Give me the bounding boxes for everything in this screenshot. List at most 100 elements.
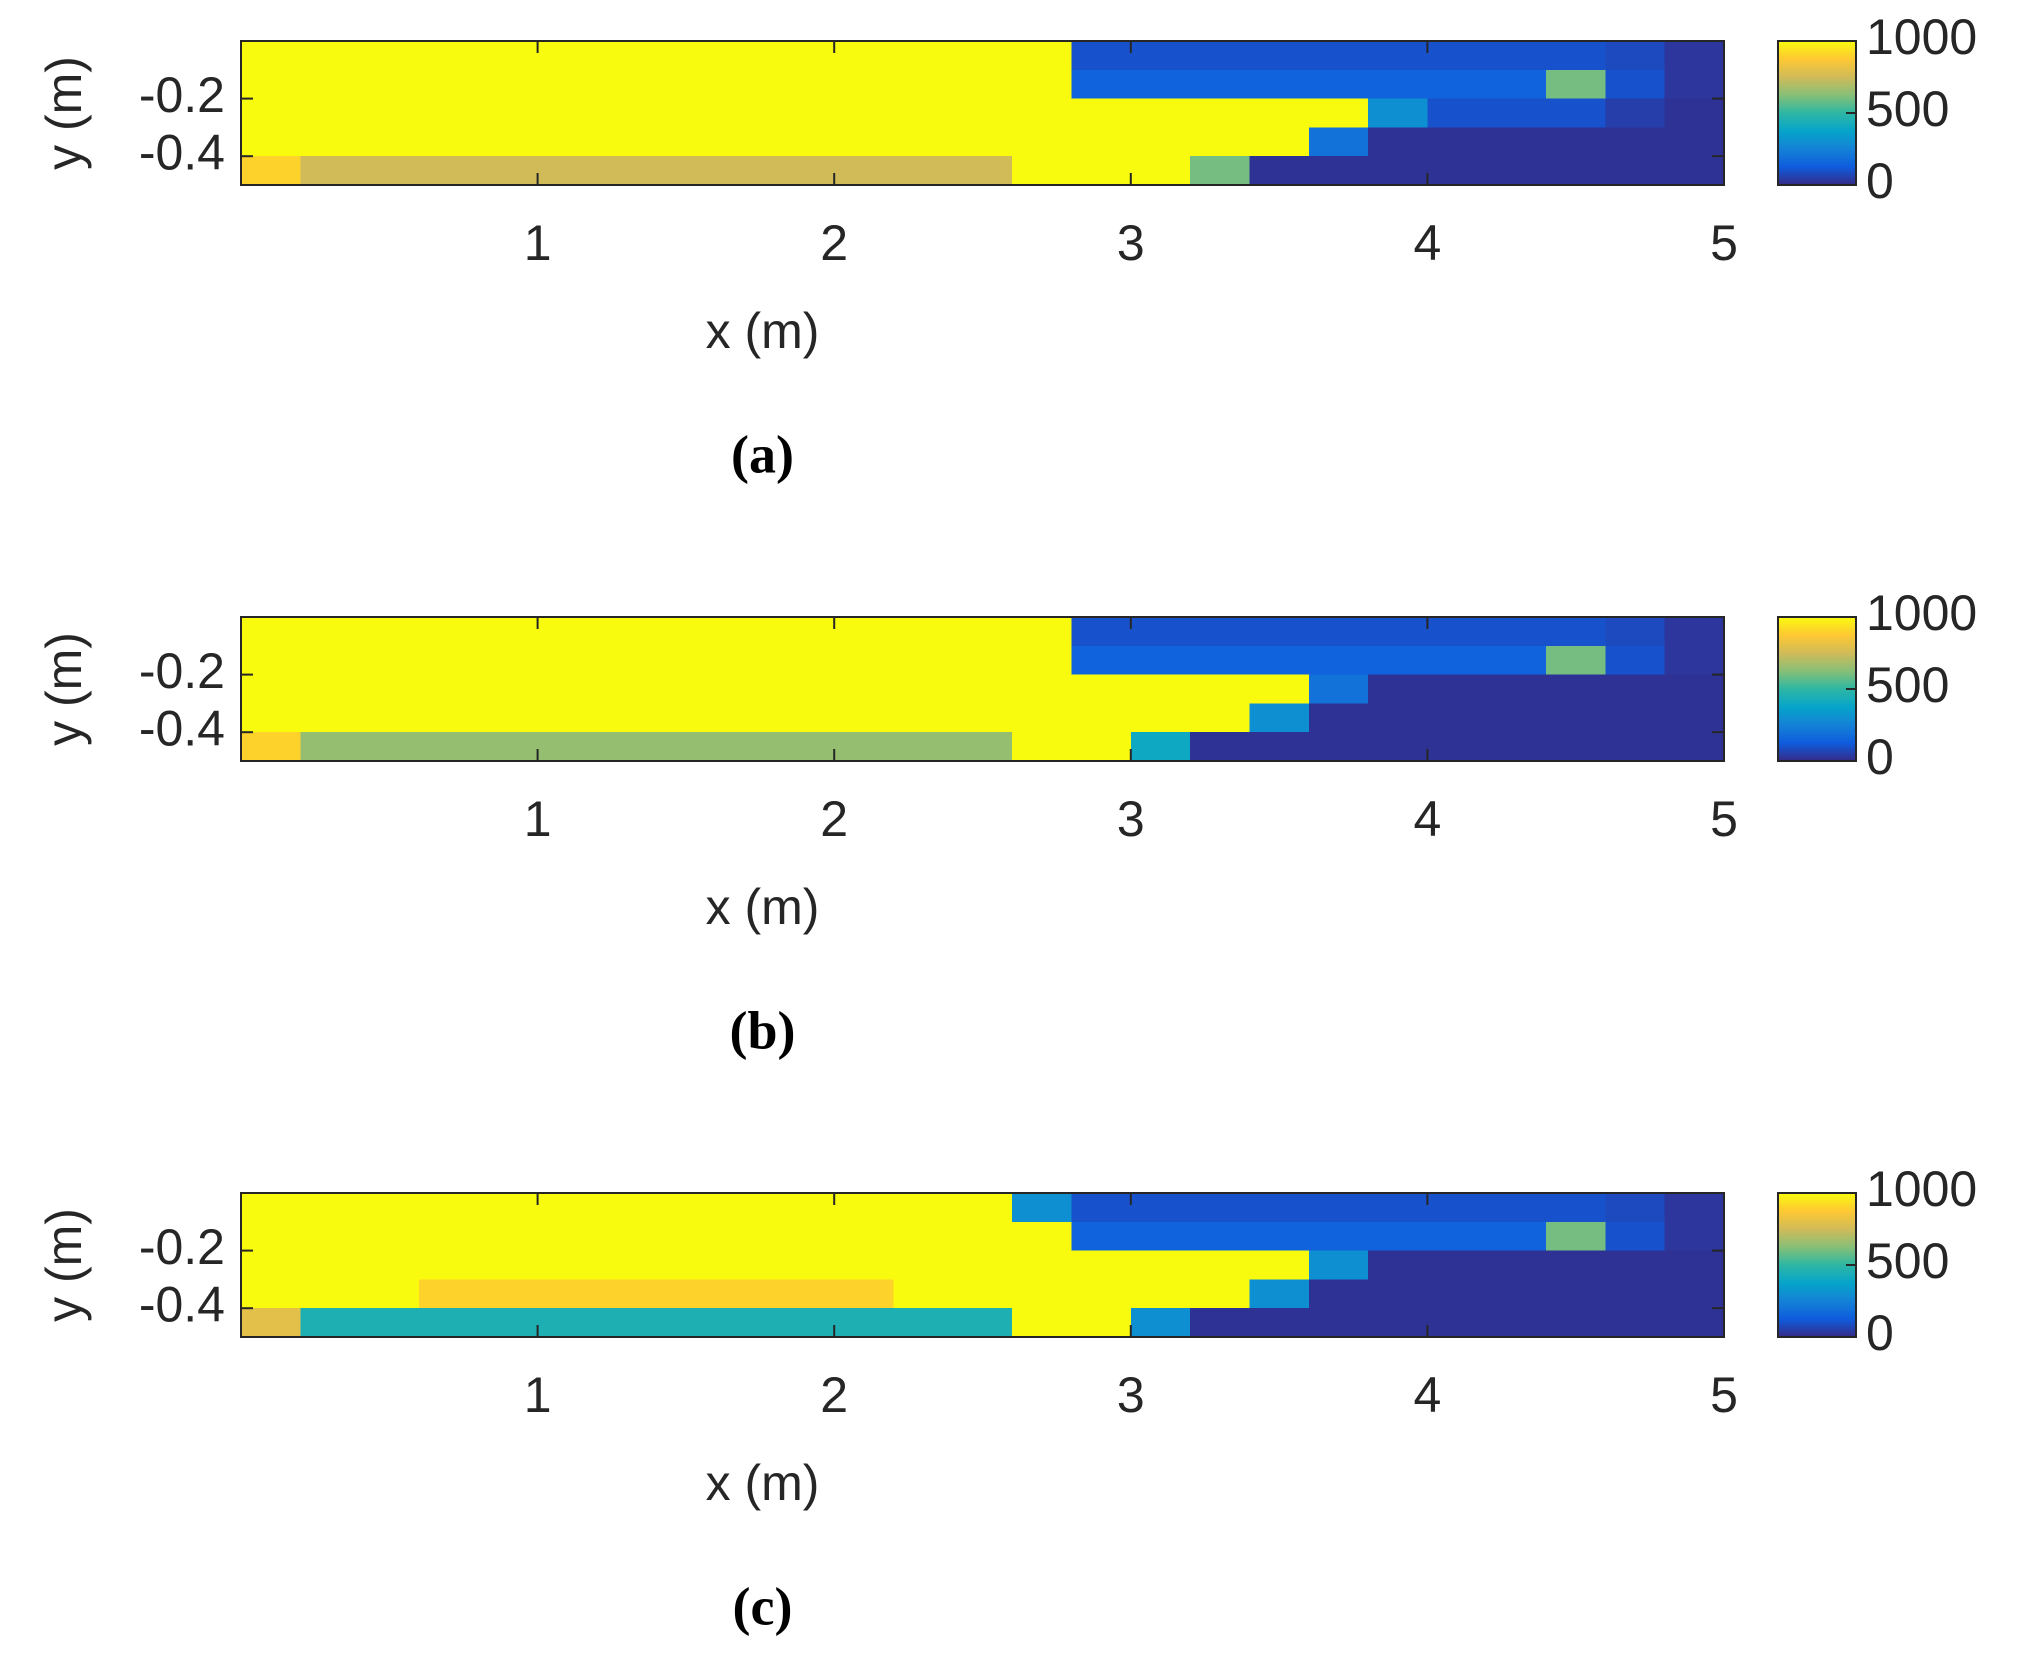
heatmap-cell bbox=[1427, 98, 1488, 128]
heatmap-cell bbox=[418, 98, 479, 128]
heatmap-cell bbox=[1427, 127, 1488, 157]
heatmap-cell bbox=[478, 645, 539, 676]
heatmap-cell bbox=[1249, 617, 1310, 647]
heatmap-cell bbox=[1546, 617, 1606, 647]
heatmap-cell bbox=[1427, 703, 1488, 733]
heatmap-cell bbox=[478, 69, 539, 100]
heatmap-cell bbox=[1130, 1221, 1191, 1252]
heatmap-cell bbox=[300, 1250, 361, 1280]
x-tick-label: 1 bbox=[524, 215, 552, 271]
heatmap-cell bbox=[1664, 617, 1725, 647]
heatmap-cell bbox=[1190, 1221, 1250, 1252]
colorbar-tick-label: 1000 bbox=[1866, 585, 1977, 641]
heatmap-cell bbox=[418, 674, 479, 704]
heatmap-cell bbox=[596, 645, 657, 676]
heatmap-cell bbox=[1190, 1279, 1250, 1309]
heatmap-cell bbox=[1368, 127, 1428, 157]
heatmap-cell bbox=[1249, 1279, 1310, 1309]
heatmap-cell bbox=[1427, 156, 1488, 186]
heatmap-cell bbox=[1130, 645, 1191, 676]
heatmap-cell bbox=[1605, 127, 1666, 157]
heatmap-cell bbox=[1427, 1193, 1488, 1223]
heatmap-cell bbox=[1427, 645, 1488, 676]
heatmap-cell bbox=[1368, 1279, 1428, 1309]
heatmap-cell bbox=[1249, 1308, 1310, 1338]
y-tick-label: -0.4 bbox=[139, 124, 225, 180]
heatmap-cell bbox=[1308, 1250, 1369, 1280]
heatmap-cell bbox=[1546, 1308, 1606, 1338]
heatmap-cell bbox=[537, 1279, 598, 1309]
heatmap-cell bbox=[1664, 127, 1725, 157]
heatmap-cell bbox=[715, 617, 776, 647]
heatmap-cell bbox=[596, 674, 657, 704]
heatmap-cell bbox=[1486, 617, 1547, 647]
heatmap-cell bbox=[1308, 156, 1369, 186]
heatmap-cell bbox=[952, 98, 1013, 128]
heatmap-cell bbox=[1071, 732, 1132, 762]
heatmap-cell bbox=[715, 1221, 776, 1252]
axes-box bbox=[240, 616, 1725, 762]
heatmap-cell bbox=[656, 1308, 717, 1338]
heatmap-cell bbox=[1605, 703, 1666, 733]
heatmap-cell bbox=[1071, 156, 1132, 186]
heatmap-cell bbox=[1308, 1308, 1369, 1338]
heatmap-cell bbox=[1130, 617, 1191, 647]
heatmap-cell bbox=[1249, 674, 1310, 704]
colorbar-tick-label: 500 bbox=[1866, 81, 1949, 137]
heatmap-cell bbox=[715, 1308, 776, 1338]
caption: (c) bbox=[733, 1576, 793, 1636]
heatmap-cell bbox=[1427, 1279, 1488, 1309]
heatmap-cell bbox=[893, 1221, 954, 1252]
heatmap-cell bbox=[952, 69, 1013, 100]
heatmap-cell bbox=[1486, 41, 1547, 71]
heatmap-cell bbox=[596, 41, 657, 71]
heatmap-cell bbox=[1071, 1279, 1132, 1309]
heatmap-cell bbox=[774, 617, 835, 647]
y-tick-label: -0.4 bbox=[139, 1276, 225, 1332]
heatmap-cell bbox=[537, 645, 598, 676]
heatmap-cell bbox=[1664, 98, 1725, 128]
heatmap-cell bbox=[1308, 1193, 1369, 1223]
heatmap-cell bbox=[1664, 1193, 1725, 1223]
heatmap-cell bbox=[1190, 41, 1250, 71]
heatmap-cell bbox=[1012, 1250, 1072, 1280]
heatmap-cell bbox=[1605, 645, 1666, 676]
heatmap-cell bbox=[774, 156, 835, 186]
heatmap-cell bbox=[1190, 645, 1250, 676]
heatmap-cell bbox=[596, 617, 657, 647]
heatmap-cell bbox=[1368, 732, 1428, 762]
heatmap-cell bbox=[1546, 703, 1606, 733]
heatmap-cell bbox=[1664, 645, 1725, 676]
heatmap-cell bbox=[537, 41, 598, 71]
heatmap-cell bbox=[537, 732, 598, 762]
heatmap-cell bbox=[774, 1279, 835, 1309]
caption: (a) bbox=[731, 424, 794, 484]
heatmap-cell bbox=[418, 645, 479, 676]
heatmap-cell bbox=[1130, 41, 1191, 71]
heatmap-cell bbox=[1071, 1221, 1132, 1252]
heatmap-cell bbox=[834, 1250, 895, 1280]
heatmap-cell bbox=[774, 69, 835, 100]
heatmap-cell bbox=[537, 1193, 598, 1223]
heatmap-cell bbox=[1605, 617, 1666, 647]
heatmap-cell bbox=[715, 645, 776, 676]
heatmap-cell bbox=[893, 127, 954, 157]
heatmap-cell bbox=[359, 1193, 420, 1223]
heatmap-cell bbox=[952, 732, 1013, 762]
heatmap-cell bbox=[478, 1279, 539, 1309]
heatmap-cell bbox=[1427, 69, 1488, 100]
heatmap-cell bbox=[1546, 1279, 1606, 1309]
heatmap-cell bbox=[656, 703, 717, 733]
heatmap-cell bbox=[596, 1221, 657, 1252]
x-axis-label: x (m) bbox=[706, 303, 820, 359]
heatmap-cell bbox=[300, 1221, 361, 1252]
y-axis-label: y (m) bbox=[36, 56, 92, 170]
heatmap-cell bbox=[359, 645, 420, 676]
heatmap-cell bbox=[1368, 98, 1428, 128]
heatmap-cell bbox=[1190, 703, 1250, 733]
heatmap-cell bbox=[834, 127, 895, 157]
heatmap-cell bbox=[774, 645, 835, 676]
heatmap-cell bbox=[1012, 703, 1072, 733]
heatmap-cell bbox=[241, 156, 301, 186]
